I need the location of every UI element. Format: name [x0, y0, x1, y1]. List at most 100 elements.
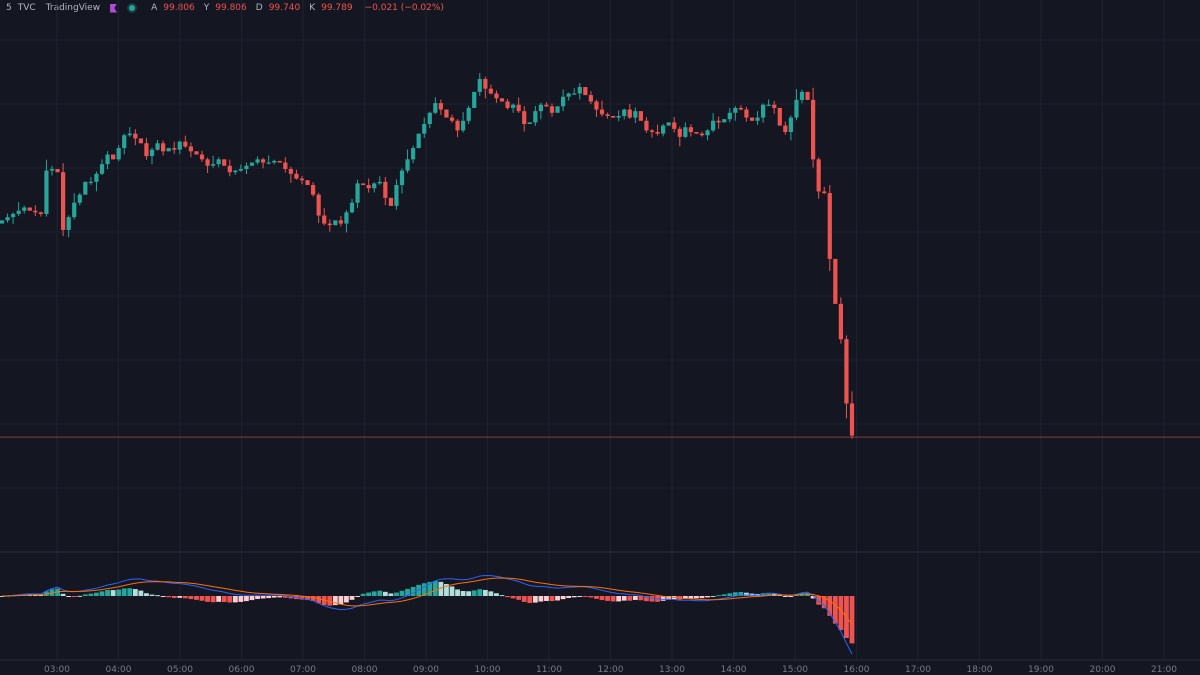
candle[interactable]: [194, 151, 199, 155]
candle[interactable]: [455, 119, 460, 138]
candle[interactable]: [733, 105, 738, 121]
candle[interactable]: [516, 97, 521, 113]
candle[interactable]: [816, 157, 821, 199]
candle[interactable]: [583, 87, 588, 96]
candle[interactable]: [55, 168, 60, 173]
candle[interactable]: [222, 159, 227, 166]
candle[interactable]: [105, 151, 110, 170]
candle[interactable]: [372, 182, 377, 193]
candle[interactable]: [149, 147, 155, 165]
candle[interactable]: [77, 192, 82, 206]
candle[interactable]: [133, 129, 138, 146]
candle[interactable]: [399, 168, 405, 194]
candle[interactable]: [533, 105, 538, 126]
candle[interactable]: [749, 117, 755, 121]
candle[interactable]: [211, 155, 216, 168]
candle[interactable]: [377, 176, 382, 185]
candle[interactable]: [166, 148, 171, 152]
candle[interactable]: [622, 108, 627, 120]
candle[interactable]: [449, 114, 455, 123]
candle[interactable]: [172, 141, 177, 154]
candle[interactable]: [605, 112, 610, 119]
candle[interactable]: [188, 142, 193, 158]
candle[interactable]: [827, 184, 832, 272]
candle[interactable]: [761, 103, 766, 123]
candle[interactable]: [5, 213, 10, 223]
candle[interactable]: [494, 90, 499, 103]
candle[interactable]: [538, 102, 543, 120]
candle[interactable]: [844, 335, 849, 419]
candle[interactable]: [161, 140, 166, 156]
candle[interactable]: [799, 89, 805, 104]
candle[interactable]: [611, 115, 616, 118]
candle[interactable]: [366, 178, 371, 193]
candle[interactable]: [649, 129, 655, 138]
candle[interactable]: [111, 154, 116, 160]
candle[interactable]: [311, 182, 316, 197]
candle[interactable]: [588, 91, 593, 105]
candle[interactable]: [27, 207, 32, 211]
candle[interactable]: [427, 111, 432, 129]
candle[interactable]: [83, 181, 88, 195]
candle[interactable]: [488, 84, 493, 95]
candle[interactable]: [838, 297, 843, 344]
candle[interactable]: [744, 106, 749, 122]
candle[interactable]: [294, 169, 299, 180]
candle[interactable]: [849, 391, 855, 439]
candle[interactable]: [344, 210, 349, 233]
candle[interactable]: [361, 183, 366, 186]
candle[interactable]: [99, 159, 105, 175]
candle[interactable]: [272, 159, 277, 165]
candle[interactable]: [483, 76, 488, 99]
candle[interactable]: [594, 99, 599, 118]
candle[interactable]: [727, 108, 732, 123]
candle[interactable]: [238, 164, 243, 172]
candle[interactable]: [338, 216, 343, 227]
flag-icon[interactable]: [110, 3, 118, 13]
candle[interactable]: [766, 99, 771, 107]
price-pane[interactable]: [0, 72, 855, 439]
candle[interactable]: [49, 165, 55, 176]
candle[interactable]: [772, 100, 777, 114]
candle[interactable]: [227, 159, 232, 177]
candle[interactable]: [572, 88, 577, 95]
candle[interactable]: [633, 107, 638, 123]
candle[interactable]: [261, 157, 266, 169]
candle[interactable]: [138, 138, 143, 144]
candle[interactable]: [683, 122, 688, 139]
candle[interactable]: [788, 115, 793, 141]
candle[interactable]: [0, 220, 5, 224]
candle[interactable]: [627, 104, 632, 119]
candle[interactable]: [511, 103, 516, 113]
candle[interactable]: [544, 102, 549, 107]
candle[interactable]: [199, 150, 205, 162]
candle[interactable]: [661, 123, 666, 137]
candle[interactable]: [477, 72, 482, 96]
candle[interactable]: [522, 106, 527, 132]
candle[interactable]: [116, 145, 121, 162]
candle[interactable]: [722, 119, 727, 123]
candle[interactable]: [277, 160, 282, 163]
candle[interactable]: [794, 89, 799, 121]
candle[interactable]: [244, 162, 249, 175]
candle[interactable]: [461, 112, 466, 133]
candle[interactable]: [783, 121, 788, 135]
candle[interactable]: [38, 211, 43, 217]
candle[interactable]: [705, 129, 710, 141]
candle[interactable]: [416, 133, 421, 149]
candle[interactable]: [388, 197, 393, 206]
candle[interactable]: [33, 205, 38, 217]
candle[interactable]: [699, 131, 705, 137]
candle[interactable]: [333, 220, 338, 226]
candle[interactable]: [22, 205, 27, 214]
candle[interactable]: [288, 166, 293, 183]
candle[interactable]: [255, 156, 260, 165]
candle[interactable]: [316, 192, 321, 224]
candle[interactable]: [349, 198, 355, 214]
candle[interactable]: [822, 186, 827, 195]
candle[interactable]: [638, 111, 643, 121]
candle[interactable]: [577, 82, 582, 100]
candle[interactable]: [644, 117, 649, 133]
candle[interactable]: [549, 103, 555, 117]
